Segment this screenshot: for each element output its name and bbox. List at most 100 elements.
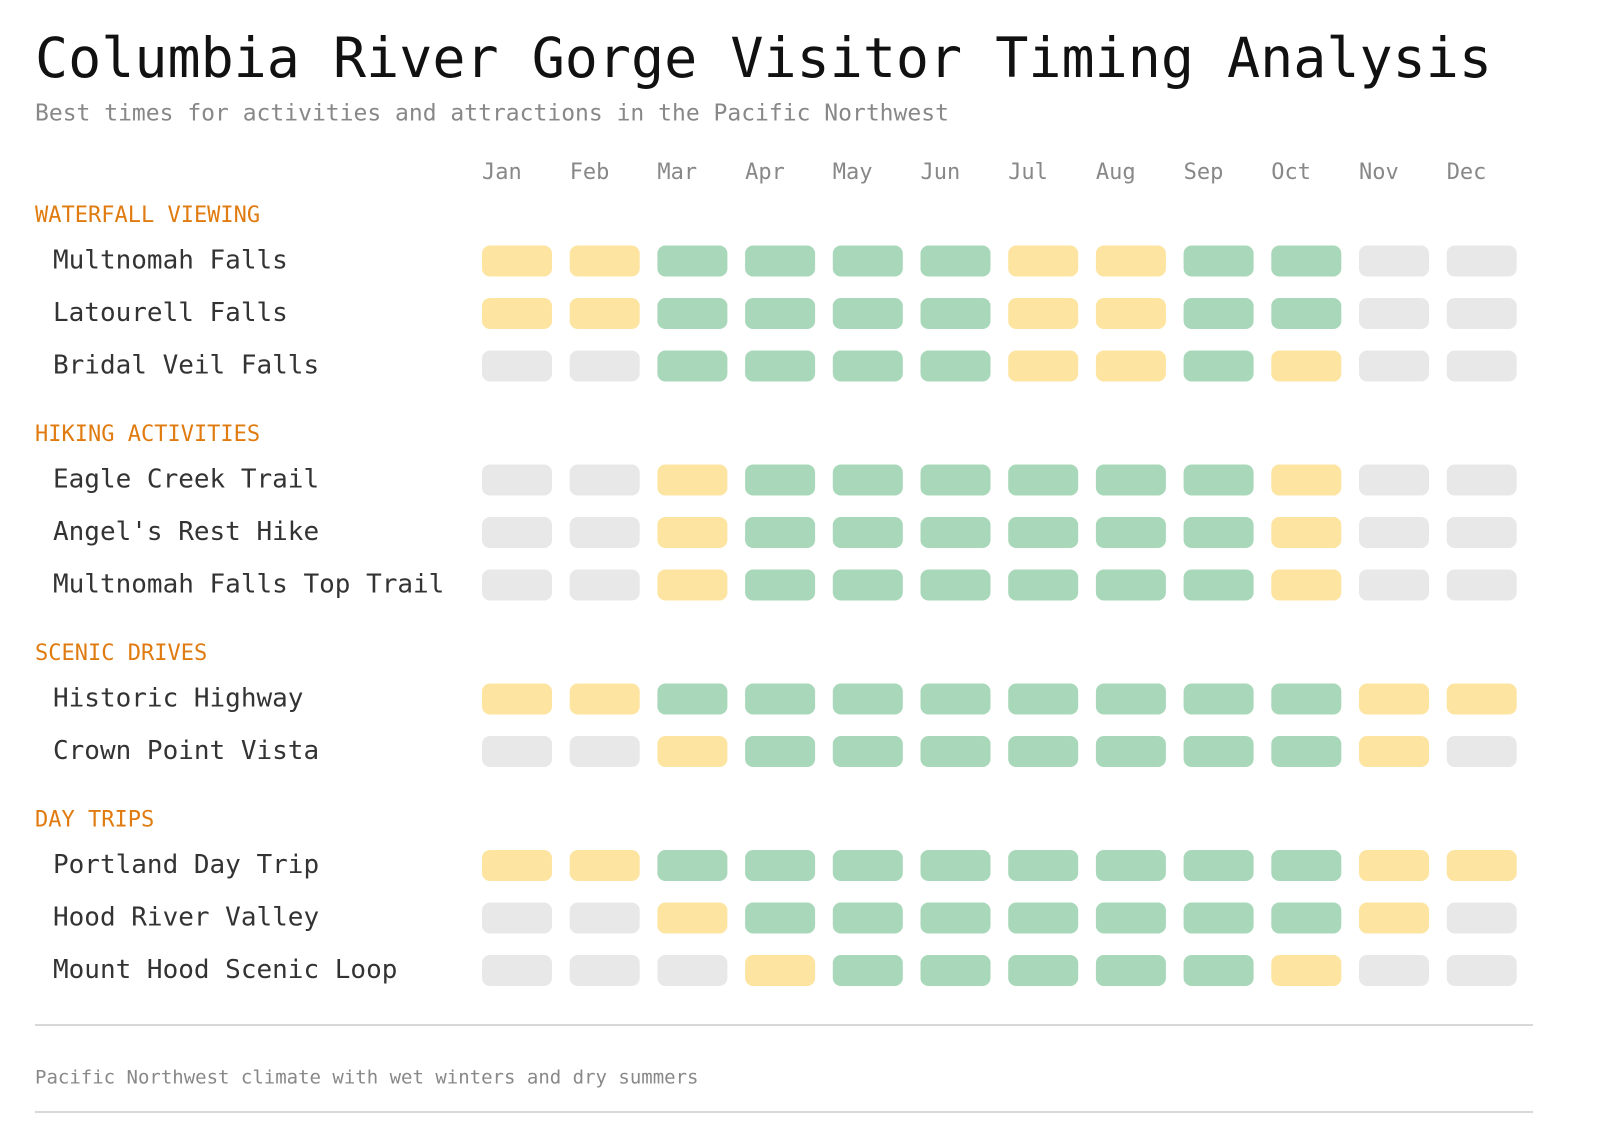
timing-cell (657, 350, 728, 382)
timing-cell (832, 736, 903, 767)
timing-cell (1446, 245, 1517, 277)
timing-cell (1183, 955, 1254, 986)
timing-cell (1446, 350, 1517, 382)
timing-cell (832, 850, 903, 881)
timing-cell (482, 350, 552, 382)
footer-note: Pacific Northwest climate with wet winte… (35, 1067, 698, 1089)
timing-cell (657, 902, 728, 934)
timing-cell (1095, 464, 1166, 496)
timing-cell (1446, 850, 1517, 881)
row-label: Historic Highway (53, 684, 303, 714)
month-label: Nov (1359, 160, 1399, 185)
timing-cell (1095, 850, 1166, 881)
timing-cell (920, 902, 991, 934)
section-title: HIKING ACTIVITIES (35, 422, 260, 447)
timing-cell (745, 350, 816, 382)
title: Columbia River Gorge Visitor Timing Anal… (35, 26, 1492, 90)
timing-cell (745, 298, 816, 329)
timing-cell (482, 850, 552, 881)
timing-cell (1359, 464, 1429, 496)
timing-cell (1446, 736, 1517, 767)
timing-cell (745, 569, 816, 601)
timing-cell (482, 245, 552, 277)
timing-cell (1183, 683, 1254, 715)
timing-cell (1446, 464, 1517, 496)
timing-cell (745, 955, 816, 986)
timing-cell (1008, 736, 1079, 767)
timing-cell (1095, 298, 1166, 329)
timing-cell (745, 683, 816, 715)
timing-cell (1446, 955, 1517, 986)
timing-cell (482, 517, 552, 548)
section-title: DAY TRIPS (35, 808, 154, 833)
timing-cell (1271, 245, 1342, 277)
section-title: SCENIC DRIVES (35, 641, 207, 666)
timing-cell (1095, 517, 1166, 548)
month-label: Jan (482, 160, 522, 185)
timing-cell (920, 850, 991, 881)
timing-cell (569, 245, 640, 277)
timing-cell (1359, 736, 1429, 767)
timing-cell (1095, 683, 1166, 715)
timing-cell (1008, 683, 1079, 715)
timing-cell (1095, 569, 1166, 601)
timing-cell (657, 517, 728, 548)
timing-cell (482, 298, 552, 329)
timing-cell (569, 350, 640, 382)
timing-cell (832, 683, 903, 715)
timing-cell (1008, 350, 1079, 382)
timing-cell (920, 517, 991, 548)
timing-cell (657, 683, 728, 715)
timing-cell (920, 569, 991, 601)
timing-cell (745, 850, 816, 881)
timing-cell (920, 736, 991, 767)
timing-cell (1271, 955, 1342, 986)
timing-cell (482, 683, 552, 715)
timing-cell (920, 350, 991, 382)
month-label: Sep (1184, 160, 1224, 185)
timing-cell (745, 517, 816, 548)
timing-cell (1095, 350, 1166, 382)
timing-cell (569, 955, 640, 986)
timing-cell (1359, 245, 1429, 277)
timing-cell (1095, 245, 1166, 277)
timing-cell (1008, 464, 1079, 496)
row-label: Mount Hood Scenic Loop (53, 955, 397, 985)
timing-cell (657, 245, 728, 277)
timing-cell (745, 902, 816, 934)
timing-cell (1359, 569, 1429, 601)
timing-cell (482, 736, 552, 767)
month-label: Jun (921, 160, 961, 185)
timing-cell (657, 298, 728, 329)
timing-cell (1095, 902, 1166, 934)
timing-cell (1271, 902, 1342, 934)
month-label: May (833, 160, 873, 185)
timing-cell (1271, 464, 1342, 496)
timing-cell (745, 464, 816, 496)
timing-cell (832, 955, 903, 986)
timing-cell (1446, 569, 1517, 601)
timing-cell (1271, 350, 1342, 382)
timing-cell (1271, 569, 1342, 601)
timing-cell (920, 245, 991, 277)
timing-cell (1446, 298, 1517, 329)
timing-cell (569, 569, 640, 601)
timing-cell (1183, 736, 1254, 767)
row-label: Latourell Falls (53, 298, 288, 328)
timing-cell (1446, 517, 1517, 548)
timing-cell (1008, 850, 1079, 881)
timing-cell (1183, 464, 1254, 496)
timing-cell (569, 683, 640, 715)
timing-cell (1183, 245, 1254, 277)
timing-cell (1008, 902, 1079, 934)
row-label: Crown Point Vista (53, 736, 319, 766)
timing-cell (1271, 683, 1342, 715)
timing-cell (832, 298, 903, 329)
month-label: Oct (1271, 160, 1311, 185)
row-label: Multnomah Falls (53, 246, 288, 276)
timing-cell (657, 464, 728, 496)
timing-cell (1271, 850, 1342, 881)
timing-cell (1359, 517, 1429, 548)
timing-cell (1183, 850, 1254, 881)
